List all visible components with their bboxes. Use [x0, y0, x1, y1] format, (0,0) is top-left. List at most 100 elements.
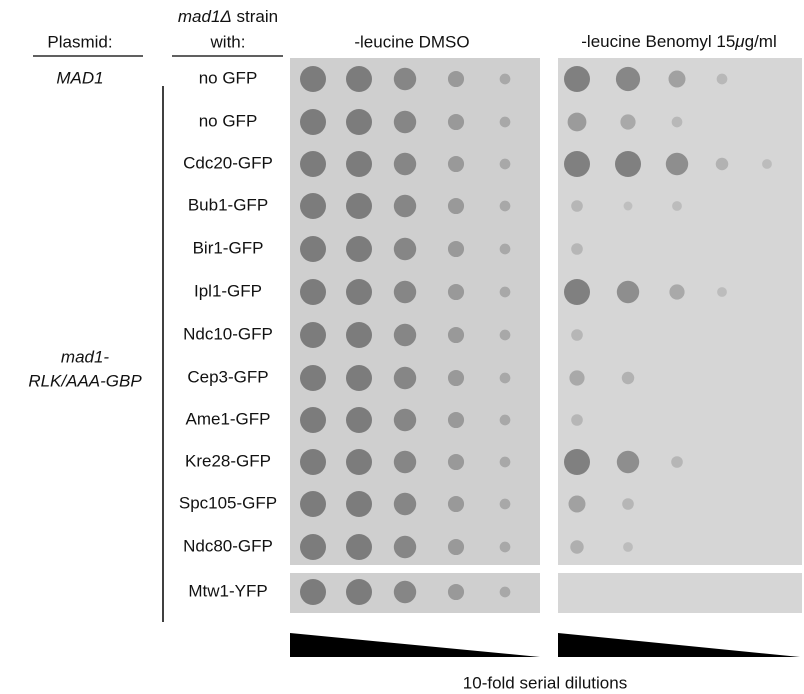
- colony-spot: [448, 327, 464, 343]
- colony-spot: [448, 584, 464, 600]
- cond-pre: -leucine Benomyl 15: [581, 32, 735, 51]
- dilution-wedge: [558, 633, 800, 657]
- colony-spot: [500, 373, 511, 384]
- strain-label: no GFP: [199, 111, 258, 130]
- plate: [558, 58, 802, 565]
- colony-spot: [300, 407, 326, 433]
- colony-spot: [394, 409, 416, 431]
- colony-spot: [448, 284, 464, 300]
- colony-spot: [394, 68, 416, 90]
- strain-label: Cep3-GFP: [187, 367, 268, 386]
- plasmid-label: MAD1: [56, 68, 103, 87]
- colony-spot: [671, 456, 683, 468]
- colony-spot: [762, 159, 772, 169]
- strain-label: Kre28-GFP: [185, 451, 271, 470]
- colony-spot: [500, 74, 511, 85]
- colony-spot: [716, 158, 729, 171]
- colony-spot: [346, 579, 372, 605]
- colony-spot: [346, 193, 372, 219]
- plate: [558, 573, 802, 613]
- colony-spot: [300, 279, 326, 305]
- colony-spot: [300, 236, 326, 262]
- colony-spot: [346, 279, 372, 305]
- colony-spot: [500, 159, 511, 170]
- colony-spot: [300, 193, 326, 219]
- colony-spot: [346, 151, 372, 177]
- colony-spot: [500, 330, 511, 341]
- colony-spot: [500, 244, 511, 255]
- plasmid-header: Plasmid:: [47, 32, 112, 51]
- dilution-wedge: [290, 633, 540, 657]
- colony-spot: [394, 451, 416, 473]
- strain-label: Mtw1-YFP: [188, 581, 267, 600]
- colony-spot: [448, 412, 464, 428]
- colony-spot: [615, 151, 641, 177]
- colony-spot: [620, 114, 635, 129]
- colony-spot: [669, 284, 684, 299]
- strain-label: no GFP: [199, 68, 258, 87]
- footer: 10-fold serial dilutions: [463, 673, 627, 692]
- colony-spot: [448, 454, 464, 470]
- colony-spot: [571, 329, 583, 341]
- colony-spot: [448, 198, 464, 214]
- colony-spot: [448, 370, 464, 386]
- colony-spot: [300, 534, 326, 560]
- condition-header: -leucine Benomyl 15μg/ml: [581, 32, 776, 51]
- colony-spot: [672, 117, 683, 128]
- colony-spot: [394, 111, 416, 133]
- colony-spot: [448, 496, 464, 512]
- colony-spot: [346, 491, 372, 517]
- strain-label: Ame1-GFP: [185, 409, 270, 428]
- colony-spot: [346, 407, 372, 433]
- strain-header-line2: with:: [210, 32, 246, 51]
- colony-spot: [717, 74, 728, 85]
- colony-spot: [300, 109, 326, 135]
- colony-spot: [300, 449, 326, 475]
- colony-spot: [571, 243, 583, 255]
- strain-label: Bub1-GFP: [188, 195, 268, 214]
- colony-spot: [669, 71, 686, 88]
- colony-spot: [448, 71, 464, 87]
- strain-header: mad1Δ strain: [178, 7, 278, 26]
- strain-rest: strain: [232, 7, 278, 26]
- colony-spot: [500, 201, 511, 212]
- colony-spot: [500, 287, 511, 298]
- colony-spot: [568, 113, 587, 132]
- colony-spot: [394, 153, 416, 175]
- colony-spot: [394, 281, 416, 303]
- colony-spot: [571, 414, 583, 426]
- colony-spot: [569, 370, 584, 385]
- colony-spot: [500, 542, 511, 553]
- colony-spot: [448, 539, 464, 555]
- colony-spot: [300, 322, 326, 348]
- colony-spot: [300, 579, 326, 605]
- strain-label: Ipl1-GFP: [194, 281, 262, 300]
- colony-spot: [500, 587, 511, 598]
- colony-spot: [622, 372, 635, 385]
- colony-spot: [394, 536, 416, 558]
- cond-post: g/ml: [745, 32, 777, 51]
- strain-label: Ndc80-GFP: [183, 536, 273, 555]
- plasmid-label: mad1-: [61, 347, 110, 366]
- colony-spot: [394, 581, 416, 603]
- colony-spot: [346, 66, 372, 92]
- colony-spot: [394, 195, 416, 217]
- colony-spot: [570, 540, 583, 553]
- colony-spot: [666, 153, 688, 175]
- strain-label: Spc105-GFP: [179, 493, 277, 512]
- strain-label: Ndc10-GFP: [183, 324, 273, 343]
- colony-spot: [624, 202, 633, 211]
- colony-spot: [346, 109, 372, 135]
- colony-spot: [623, 542, 633, 552]
- colony-spot: [300, 365, 326, 391]
- colony-spot: [346, 534, 372, 560]
- colony-spot: [346, 449, 372, 475]
- colony-spot: [564, 279, 590, 305]
- colony-spot: [717, 287, 727, 297]
- colony-spot: [564, 449, 590, 475]
- colony-spot: [617, 451, 639, 473]
- figure: Plasmid: mad1Δ strain with: -leucine DMS…: [0, 0, 804, 694]
- colony-spot: [569, 496, 586, 513]
- condition-header: -leucine DMSO: [354, 32, 469, 51]
- colony-spot: [564, 66, 590, 92]
